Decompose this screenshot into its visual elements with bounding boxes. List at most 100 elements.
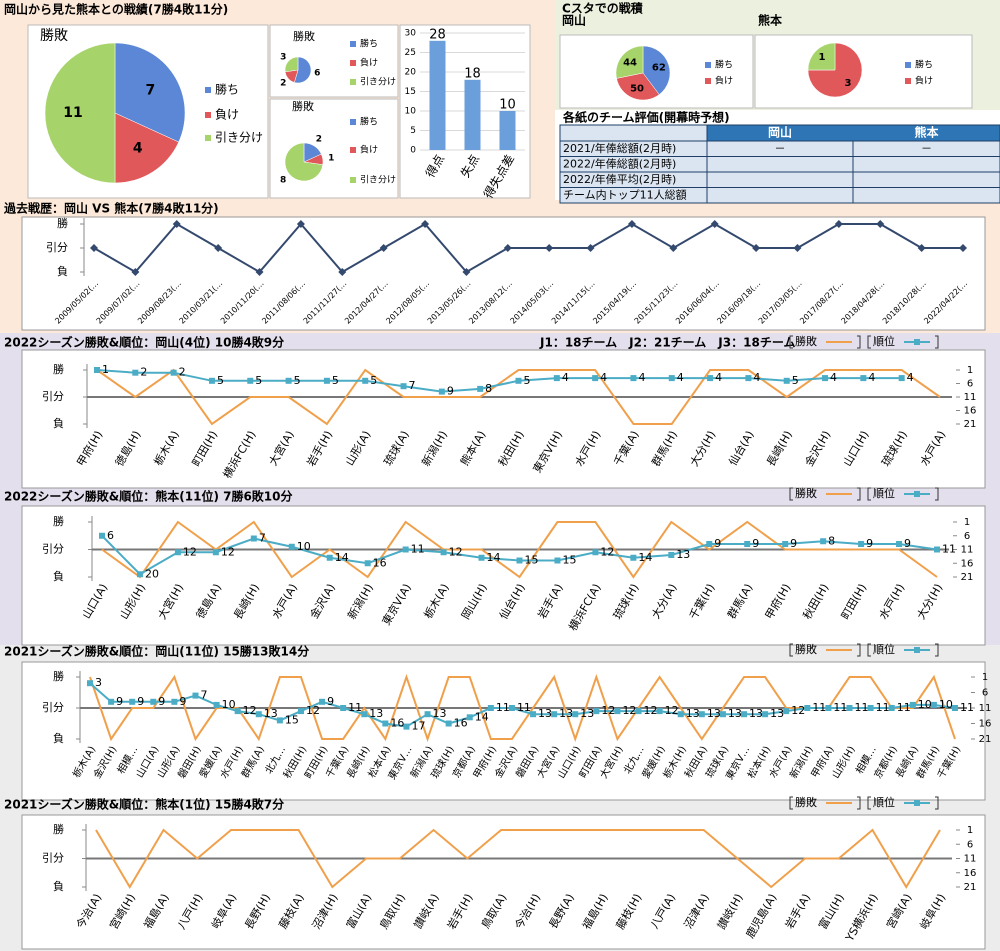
series-line	[95, 828, 941, 889]
table-cell	[852, 156, 1000, 173]
data-label: 5	[217, 374, 224, 387]
chart-box	[21, 505, 986, 646]
y-tick-label: 負	[53, 570, 64, 583]
page-title: 岡山から見た熊本との戦績(7勝4敗11分)	[4, 2, 228, 17]
y-tick-label: 引分	[42, 389, 64, 403]
data-label: 9	[866, 537, 873, 550]
marker	[959, 244, 967, 252]
marker	[952, 705, 958, 711]
legend-label: 順位	[873, 486, 895, 500]
y2-tick-label: 1	[964, 517, 970, 528]
marker	[247, 377, 254, 384]
pie-slice	[114, 42, 186, 143]
data-label: 3	[280, 53, 286, 63]
legend-label: 勝敗	[795, 486, 817, 500]
marker	[208, 377, 215, 384]
data-label: 9	[752, 537, 759, 550]
pie-slice	[284, 142, 324, 182]
legend-label: 勝敗	[795, 642, 817, 656]
table-cell-text: －	[921, 142, 932, 155]
legend-bracket	[935, 335, 939, 349]
marker	[572, 711, 579, 718]
y-tick-label: 負	[53, 880, 64, 893]
marker	[698, 711, 705, 718]
table-header	[706, 124, 1000, 142]
legend-label: 負け	[360, 57, 378, 69]
data-label: 16	[390, 717, 404, 730]
legend-bracket	[867, 487, 871, 501]
y-tick-label: 負	[53, 732, 64, 745]
marker	[338, 268, 347, 276]
marker	[752, 244, 761, 252]
y2-tick-label: 21	[961, 572, 974, 583]
table-cell	[852, 187, 1000, 204]
y-tick-label: 25	[405, 48, 416, 58]
y2-tick-label: 21	[964, 882, 977, 893]
legend-bracket	[935, 796, 939, 810]
chart-box	[754, 34, 973, 109]
data-label: 12	[622, 704, 636, 717]
marker	[255, 268, 264, 276]
y2-tick-label: 6	[982, 688, 988, 699]
marker	[508, 705, 515, 711]
marker	[592, 549, 599, 556]
legend-label: 負け	[915, 75, 933, 87]
data-label: 14	[475, 710, 489, 723]
legend-label: 勝ち	[360, 38, 378, 50]
data-label: 4	[715, 371, 722, 384]
chart-box	[21, 661, 986, 801]
data-label: 11	[855, 701, 869, 714]
y2-tick-label: 16	[964, 406, 977, 417]
marker	[630, 375, 637, 382]
data-label: 62	[652, 63, 666, 74]
data-label: 1	[328, 154, 334, 164]
data-label: 20	[145, 567, 159, 580]
pie-slice	[284, 56, 299, 73]
data-label: 14	[638, 551, 652, 564]
series-line	[96, 369, 902, 393]
marker	[516, 557, 523, 564]
data-label: 9	[158, 695, 165, 708]
section-title: Cスタでの戦積	[562, 1, 644, 16]
data-label: 5	[255, 374, 262, 387]
chart-title: 2021シーズン勝敗&順位：熊本(1位) 15勝4敗7分	[4, 797, 284, 812]
data-label: 4	[753, 371, 760, 384]
data-label: 9	[116, 695, 123, 708]
marker	[99, 532, 105, 539]
y2-tick-label: 11	[964, 854, 977, 865]
marker	[668, 375, 675, 382]
marker	[858, 541, 865, 547]
chart-title: 2022シーズン勝敗&順位：熊本(11位) 7勝6敗10分	[4, 489, 293, 504]
marker	[515, 377, 522, 384]
legend-swatch	[350, 119, 356, 125]
marker	[545, 244, 554, 252]
annotation: J1：18チーム J2：21チーム J3：18チーム	[539, 336, 795, 350]
marker	[400, 383, 407, 390]
data-label: 12	[221, 545, 235, 558]
data-label: 11	[960, 701, 974, 714]
legend-bracket	[857, 643, 861, 657]
marker	[762, 711, 769, 718]
data-label: 4	[638, 371, 645, 384]
marker	[554, 557, 561, 564]
marker	[402, 546, 409, 553]
data-label: 12	[665, 704, 679, 717]
marker	[340, 705, 347, 711]
legend-swatch	[350, 41, 356, 47]
marker	[87, 680, 93, 687]
legend-swatch	[205, 135, 211, 141]
marker	[909, 701, 916, 708]
y-tick-label: 15	[405, 87, 416, 97]
data-label: 13	[264, 707, 278, 720]
data-label: 3	[95, 676, 102, 689]
marker	[477, 385, 484, 392]
legend-swatch	[914, 800, 920, 806]
table-row-label: 2022/年俸平均(2月時)	[563, 172, 676, 186]
legend-swatch	[705, 78, 711, 84]
legend-swatch	[205, 87, 211, 93]
data-label: 16	[454, 717, 468, 730]
chart-title: 2021シーズン勝敗&順位：岡山(11位) 15勝13敗14分	[4, 644, 309, 659]
legend-bracket	[789, 643, 793, 657]
chart-box	[21, 216, 986, 331]
